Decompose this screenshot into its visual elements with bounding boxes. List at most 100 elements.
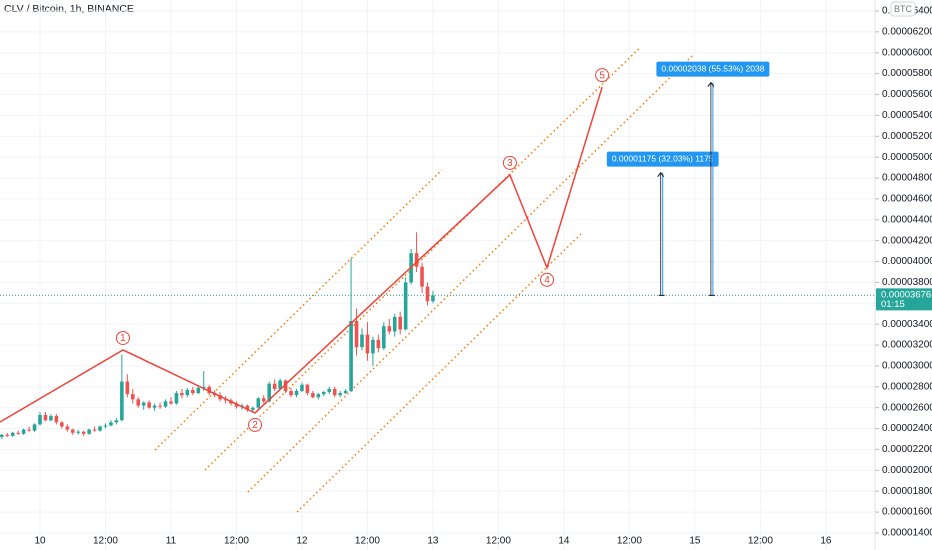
x-tick-label: 12:00 [224, 536, 249, 547]
plot: 1 2 3 4 5 0.00001175 (32.03%) 1175 0.00002038 … [0, 47, 875, 513]
measure-label: 0.00002038 (55.53%) 2038 [661, 63, 764, 73]
candle-body [163, 401, 168, 407]
y-tick-label: 0.00005800 [882, 68, 932, 79]
candle-body [16, 432, 20, 434]
candle-body [92, 429, 97, 431]
candle-body [196, 387, 201, 394]
candle-body [76, 431, 81, 433]
candle-body [387, 326, 392, 332]
candle-body [327, 388, 332, 393]
y-tick-label: 0.00004000 [882, 256, 932, 267]
y-tick-label: 0.00002600 [882, 402, 932, 413]
y-tick-label: 0.00002000 [882, 465, 932, 476]
candle-body [147, 402, 151, 408]
candle-body [425, 286, 430, 302]
channel-line [247, 55, 693, 493]
candle-body [49, 416, 53, 421]
candle-body [305, 384, 310, 394]
candle-body [414, 253, 419, 267]
measure-label-box [606, 151, 719, 167]
candle-body [343, 390, 348, 394]
candle-body [338, 393, 342, 396]
candle-body [5, 434, 10, 436]
y-tick-label: 0.00006000 [882, 47, 932, 58]
wave-label: 3 [507, 158, 513, 169]
channel-line [154, 169, 443, 451]
candle-body [81, 431, 86, 434]
candle-body [294, 390, 299, 396]
candle-body [27, 429, 31, 431]
candle-body [43, 415, 48, 421]
y-tick-label: 0.00004200 [882, 235, 932, 246]
wave-marker [248, 417, 263, 432]
candle-body [371, 339, 375, 354]
candle-body [38, 415, 42, 425]
candle-body [251, 407, 255, 410]
candle-body [185, 389, 190, 396]
candle-body [283, 380, 288, 391]
candle-body [332, 388, 337, 396]
candle-body [256, 398, 261, 408]
wave-marker [595, 68, 610, 83]
wave-label: 2 [252, 420, 258, 431]
candle-body [207, 386, 211, 394]
candle-body [354, 321, 359, 348]
y-tick-label: 0.00001600 [882, 507, 932, 518]
candle-body [169, 401, 173, 404]
x-tick-label: 12 [296, 536, 308, 547]
candle-body [392, 316, 397, 332]
wave-marker [502, 155, 517, 170]
x-tick-label: 12:00 [748, 536, 773, 547]
channel-line [204, 47, 641, 471]
candle-body [360, 334, 364, 348]
candle-body [54, 416, 59, 423]
x-tick-label: 13 [427, 536, 439, 547]
candle-body [349, 321, 353, 391]
candle-body [223, 399, 228, 401]
candle-body [130, 394, 135, 400]
candle-body [278, 380, 282, 389]
candle-body [60, 422, 64, 427]
chart-title: CLV / Bitcoin, 1h, BINANCE [4, 3, 134, 15]
currency-button[interactable] [890, 1, 916, 17]
candle-body [245, 405, 250, 410]
candle-body [120, 381, 124, 421]
candle-body [272, 383, 277, 389]
y-tick-label: 0.00002400 [882, 423, 932, 434]
wave-marker [115, 330, 130, 345]
candle-body [201, 386, 206, 388]
candle-body [32, 424, 37, 431]
x-tick-label: 10 [34, 536, 46, 547]
candle-body [218, 395, 222, 400]
channel-line [296, 231, 584, 513]
y-tick-label: 0.00002200 [882, 444, 932, 455]
y-tick-label: 0.00006200 [882, 26, 932, 37]
candle-body [191, 389, 195, 394]
candle-body [87, 429, 91, 434]
y-tick-label: 0.00002800 [882, 381, 932, 392]
candle-body [109, 422, 113, 426]
y-tick-label: 0.00003000 [882, 361, 932, 372]
wave-label: 4 [544, 275, 550, 286]
candle-body [98, 426, 102, 431]
y-tick-label: 0.00005400 [882, 110, 932, 121]
y-tick-label: 0.00005000 [882, 152, 932, 163]
candle-body [420, 266, 424, 287]
candle-body [382, 326, 386, 349]
currency-button-label: BTC [894, 4, 913, 14]
y-tick-label: 0.00003800 [882, 277, 932, 288]
candle-body [141, 402, 146, 406]
measure-head [707, 81, 715, 87]
candle-body [174, 393, 179, 404]
candle-body [0, 434, 4, 437]
candle-body [311, 393, 315, 398]
wave-label: 5 [599, 70, 605, 81]
candle-body [289, 390, 293, 396]
candle-body [365, 334, 370, 354]
candle-body [158, 405, 162, 407]
y-tick-label: 0.00004600 [882, 194, 932, 205]
last-price-countdown: 01:15 [881, 299, 905, 310]
candle-body [403, 282, 408, 330]
